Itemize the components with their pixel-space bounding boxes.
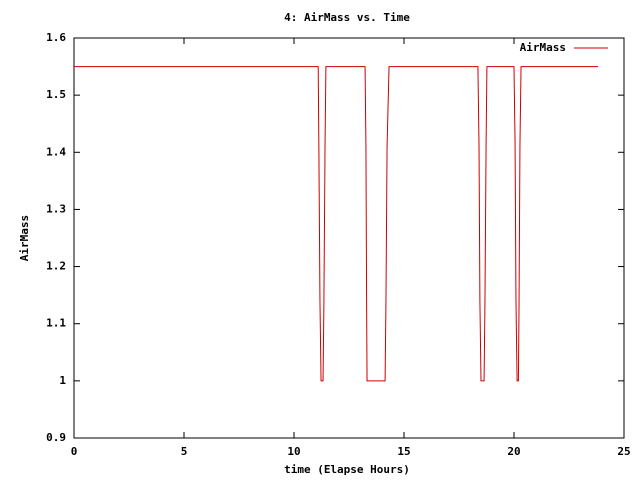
y-tick-label: 1.4	[46, 145, 66, 158]
x-tick-label: 20	[507, 445, 520, 458]
legend-label: AirMass	[520, 41, 566, 54]
y-tick-label: 0.9	[46, 431, 66, 444]
data-line	[74, 66, 599, 382]
x-tick-label: 15	[397, 445, 410, 458]
y-tick-label: 1.3	[46, 202, 66, 215]
y-axis-label: AirMass	[18, 215, 31, 261]
y-tick-label: 1.5	[46, 88, 66, 101]
plot-frame	[73, 37, 625, 439]
y-tick-label: 1.6	[46, 31, 66, 44]
x-axis-label: time (Elapse Hours)	[284, 463, 410, 476]
y-tick-label: 1.1	[46, 317, 66, 330]
x-tick-label: 10	[287, 445, 300, 458]
x-tick-label: 25	[617, 445, 630, 458]
chart-title: 4: AirMass vs. Time	[284, 11, 410, 24]
x-tick-label: 5	[181, 445, 188, 458]
y-tick-label: 1.2	[46, 260, 66, 273]
y-tick-label: 1	[59, 374, 66, 387]
x-tick-label: 0	[71, 445, 78, 458]
